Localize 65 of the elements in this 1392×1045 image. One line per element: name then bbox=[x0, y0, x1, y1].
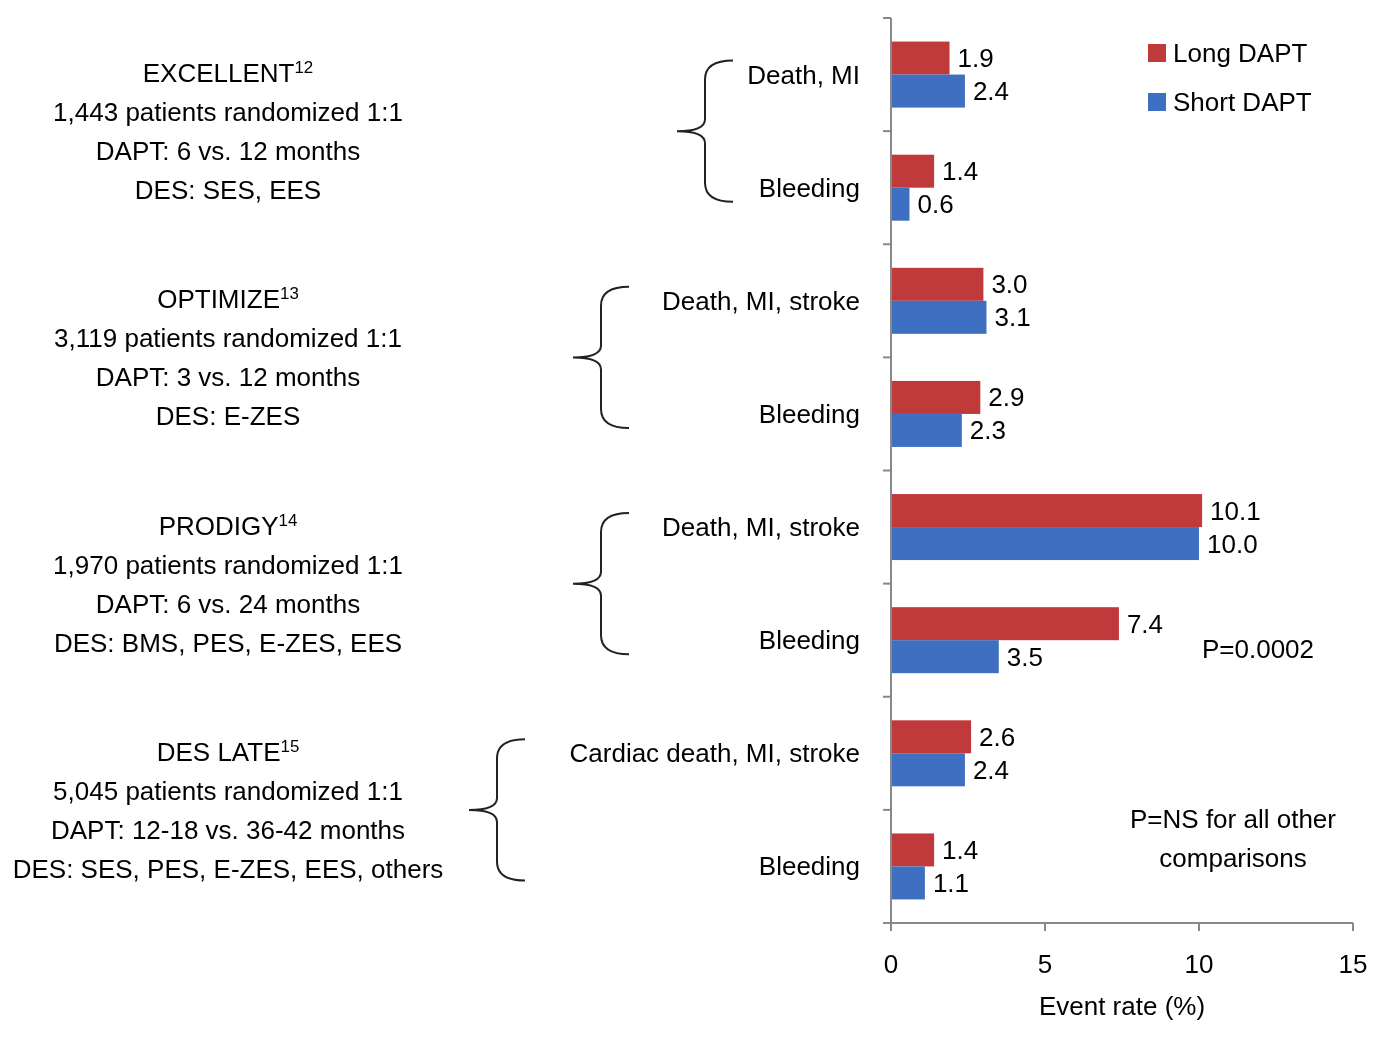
x-tick-label: 15 bbox=[1338, 949, 1368, 979]
bar bbox=[891, 154, 935, 188]
text: DAPT: 3 vs. 12 months bbox=[95, 362, 361, 393]
y-tick-label: Cardiac death, MI, stroke bbox=[569, 738, 860, 769]
text: 7.4 bbox=[1126, 608, 1164, 639]
bar bbox=[891, 300, 987, 334]
text: 1,970 patients randomized 1:1 bbox=[53, 549, 403, 580]
bar bbox=[891, 640, 999, 674]
text: 1.9 bbox=[957, 43, 994, 74]
y-tick-label: Bleeding bbox=[758, 172, 860, 203]
text: 2.4 bbox=[972, 76, 1010, 107]
text: DES LATE$^{15}$ bbox=[156, 736, 300, 767]
text: 2.4 bbox=[972, 754, 1010, 785]
text: 1.4 bbox=[942, 156, 979, 187]
text: DAPT: 6 vs. 24 months bbox=[95, 588, 361, 619]
y-tick-label: Bleeding bbox=[758, 851, 860, 882]
text: 10.0 bbox=[1207, 528, 1258, 559]
text: 3,119 patients randomized 1:1 bbox=[54, 323, 402, 354]
x-tick-label: 0 bbox=[883, 949, 899, 979]
text: 1,443 patients randomized 1:1 bbox=[53, 97, 403, 128]
text: DES: E-ZES bbox=[155, 401, 301, 432]
legend-label: Short DAPT bbox=[1173, 87, 1312, 117]
text: DES: SES, PES, E-ZES, EES, others bbox=[12, 853, 444, 884]
y-tick-label: Bleeding bbox=[758, 625, 860, 656]
text: DAPT: 12-18 vs. 36-42 months bbox=[50, 814, 406, 845]
x-tick-label: 5 bbox=[1037, 949, 1053, 979]
bar bbox=[891, 187, 910, 221]
text: OPTIMIZE$^{13}$ bbox=[157, 283, 299, 315]
text: DAPT: 6 vs. 12 months bbox=[95, 136, 361, 167]
text: EXCELLENT$^{12}$ bbox=[142, 57, 314, 89]
bar bbox=[891, 866, 925, 900]
bar bbox=[891, 527, 1199, 561]
y-tick-label: Death, MI, stroke bbox=[662, 285, 860, 316]
text: 1.4 bbox=[942, 834, 979, 865]
x-tick-label: 10 bbox=[1184, 949, 1214, 979]
text: 3.0 bbox=[991, 269, 1028, 300]
bar bbox=[891, 380, 981, 414]
annotation: P=NS for all other comparisons bbox=[1130, 804, 1337, 874]
x-axis-title: Event rate (%) bbox=[1038, 991, 1206, 1021]
text: 2.6 bbox=[979, 721, 1016, 752]
y-tick-label: Death, MI, stroke bbox=[662, 512, 860, 543]
bar bbox=[891, 41, 950, 75]
text: DES: BMS, PES, E-ZES, EES bbox=[53, 627, 403, 658]
legend-label: Long DAPT bbox=[1173, 38, 1308, 68]
text: 2.3 bbox=[969, 415, 1006, 446]
bar bbox=[891, 753, 965, 787]
text: 2.9 bbox=[988, 382, 1025, 413]
bar bbox=[891, 494, 1203, 528]
bar bbox=[891, 413, 962, 447]
bar bbox=[891, 267, 984, 301]
text: 3.5 bbox=[1006, 641, 1043, 672]
text: DES: SES, EES bbox=[134, 175, 322, 206]
text: 3.1 bbox=[994, 302, 1031, 333]
bar bbox=[891, 833, 935, 867]
y-tick-label: Bleeding bbox=[758, 398, 860, 429]
text: 1.1 bbox=[932, 867, 970, 898]
annotation: P=0.0002 bbox=[1201, 634, 1315, 665]
bar bbox=[891, 74, 965, 108]
text: 10.1 bbox=[1210, 495, 1261, 526]
bar bbox=[891, 720, 972, 754]
text: 5,045 patients randomized 1:1 bbox=[53, 775, 403, 806]
text: PRODIGY$^{14}$ bbox=[158, 510, 298, 541]
text: 0.6 bbox=[917, 189, 954, 220]
y-tick-label: Death, MI bbox=[747, 59, 860, 90]
bar bbox=[891, 607, 1119, 641]
